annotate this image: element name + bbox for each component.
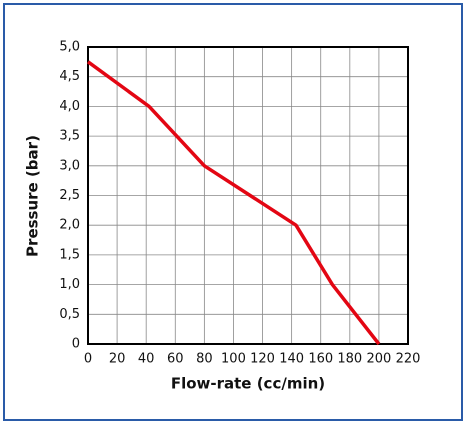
x-tick-label: 140 [279,352,304,367]
x-tick-label: 220 [396,352,421,367]
y-tick-label: 2,5 [59,188,80,203]
outer-frame [3,3,463,421]
x-axis-title: Flow-rate (cc/min) [171,375,325,393]
data-line [86,60,381,346]
y-tick-label: 1,0 [59,277,80,292]
y-tick-label: 4,0 [59,99,80,114]
x-tick-label: 180 [337,352,362,367]
y-tick-label: 0 [72,337,80,352]
y-tick-label: 2,0 [59,218,80,233]
x-tick-label: 60 [167,352,184,367]
y-tick-label: 1,5 [59,247,80,262]
y-tick-label: 0,5 [59,307,80,322]
x-tick-label: 40 [138,352,155,367]
y-tick-label: 3,0 [59,158,80,173]
x-tick-label: 100 [221,352,246,367]
x-tick-label: 160 [308,352,333,367]
x-tick-label: 0 [84,352,92,367]
y-tick-label: 3,5 [59,129,80,144]
y-axis-title: Pressure (bar) [24,135,42,257]
plot-frame [87,46,409,345]
x-tick-label: 200 [366,352,391,367]
x-tick-label: 120 [250,352,275,367]
y-tick-label: 5,0 [59,40,80,55]
y-tick-label: 4,5 [59,69,80,84]
x-tick-label: 80 [196,352,213,367]
x-tick-label: 20 [109,352,126,367]
